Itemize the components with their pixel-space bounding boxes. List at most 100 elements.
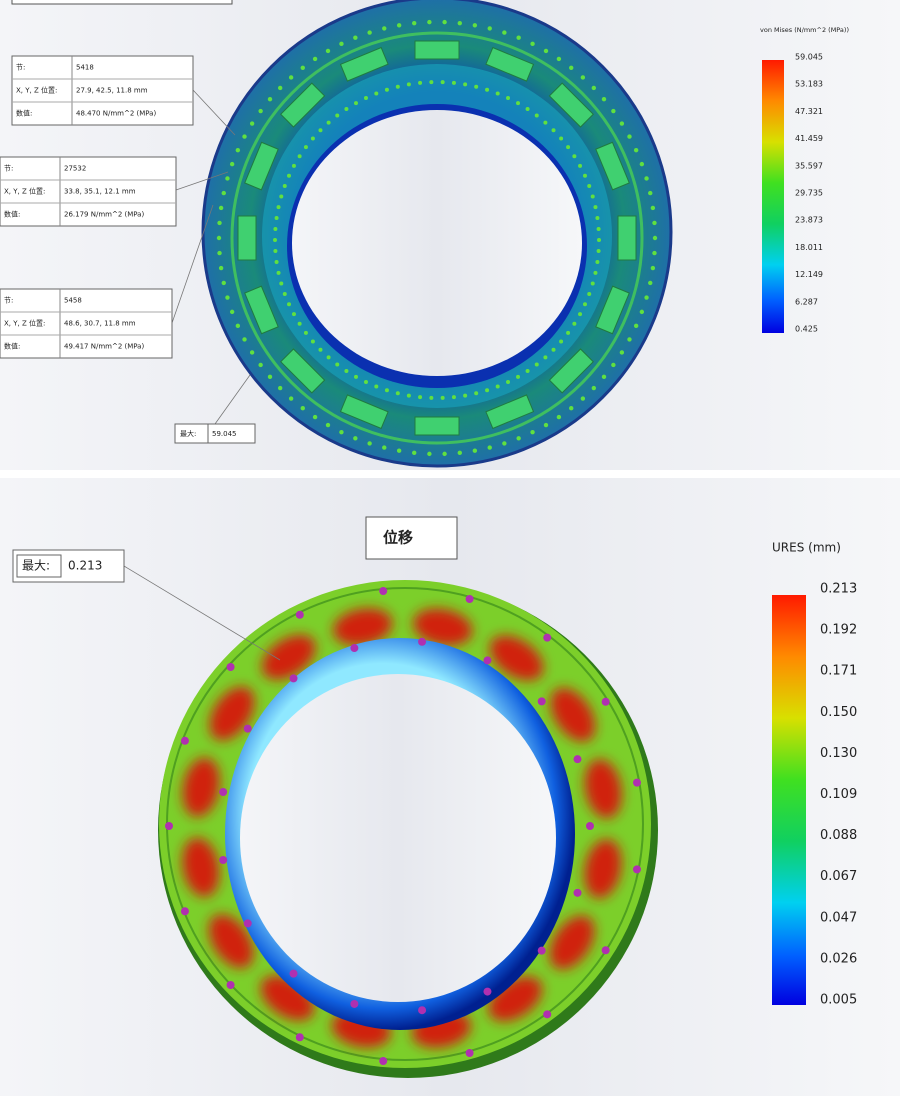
- node-dot: [229, 161, 235, 167]
- node-dot: [287, 302, 292, 307]
- rib: [244, 285, 279, 335]
- probe-box: [0, 288, 173, 359]
- node-dot: [287, 173, 292, 178]
- node-dot: [273, 249, 278, 254]
- legend-title: URES (mm): [772, 541, 841, 555]
- node-dot: [485, 87, 490, 92]
- node-dot: [300, 65, 305, 70]
- marker: [350, 644, 359, 653]
- node-dot: [267, 374, 273, 380]
- legend-tick-label: 59.045: [795, 53, 823, 62]
- marker: [418, 637, 427, 646]
- legend-tick-label: 29.735: [795, 189, 823, 198]
- node-dot: [288, 396, 294, 401]
- legend-tick-label: 0.047: [820, 910, 857, 925]
- marker: [295, 1033, 304, 1042]
- legend-tick-label: 23.873: [795, 216, 823, 225]
- node-dot: [572, 321, 577, 326]
- probe-value: 48.470 N/mm^2 (MPa): [76, 110, 156, 118]
- rib: [414, 416, 460, 436]
- legend-tick-label: 53.183: [795, 80, 823, 89]
- leader-line: [175, 171, 229, 191]
- node-dot: [326, 355, 331, 360]
- marker: [379, 587, 388, 596]
- probe-label: 节:: [16, 64, 25, 72]
- node-dot: [619, 350, 625, 355]
- node-dot: [442, 451, 447, 457]
- max-value: 59.045: [212, 430, 237, 438]
- node-dot: [249, 350, 255, 355]
- legend-tick-label: 0.150: [820, 705, 857, 720]
- probe-value: 27.9, 42.5, 11.8 mm: [76, 87, 148, 95]
- hot-spot: [333, 608, 393, 646]
- marker: [289, 969, 298, 978]
- legend-tick-label: 41.459: [795, 134, 823, 143]
- node-dot: [429, 395, 434, 400]
- node-dot: [291, 163, 296, 168]
- node-dot: [273, 238, 277, 242]
- node-dot: [566, 330, 571, 335]
- node-dot: [273, 226, 278, 231]
- hot-spot: [261, 634, 316, 680]
- legend-title: von Mises (N/mm^2 (MPa)): [760, 26, 849, 34]
- node-dot: [276, 205, 281, 210]
- node-dot: [354, 374, 358, 379]
- probe-value: 33.8, 35.1, 12.1 mm: [64, 188, 136, 196]
- node-dot: [363, 95, 368, 100]
- max-value: 0.213: [68, 559, 102, 573]
- legend-tick-label: 0.088: [820, 828, 857, 843]
- node-dot: [216, 235, 222, 241]
- node-dot: [300, 406, 305, 411]
- legend-ticks: 0.213 0.192 0.171 0.150 0.130 0.109 0.088 0.067…: [820, 582, 857, 1008]
- node-dot: [217, 250, 222, 256]
- stress-model: [201, 0, 673, 468]
- node-dot: [587, 292, 592, 297]
- rib: [485, 46, 535, 82]
- rib: [339, 394, 389, 430]
- node-dot: [335, 362, 340, 367]
- node-dot: [412, 450, 417, 456]
- hot-spot: [489, 635, 544, 681]
- legend-tick-label: 0.005: [820, 993, 857, 1008]
- hot-spot: [182, 837, 220, 897]
- node-dot: [353, 436, 358, 441]
- legend-tick-label: 0.171: [820, 664, 857, 679]
- probe-value: 26.179 N/mm^2 (MPa): [64, 211, 144, 219]
- node-dot: [221, 280, 226, 286]
- node-dot: [590, 194, 595, 199]
- marker: [573, 888, 582, 897]
- node-dot: [587, 183, 592, 188]
- node-dot: [551, 128, 556, 133]
- node-dot: [569, 65, 574, 70]
- node-dot: [601, 374, 607, 380]
- node-dot: [639, 309, 645, 315]
- max-label: 最大:: [180, 429, 196, 438]
- node-dot: [582, 302, 587, 307]
- node-dot: [591, 385, 597, 391]
- node-dot: [339, 429, 344, 435]
- probe-value: 27532: [64, 165, 86, 173]
- marker: [180, 907, 189, 916]
- node-dot: [279, 281, 284, 286]
- node-dot: [525, 107, 530, 112]
- node-dot: [601, 96, 607, 102]
- node-dot: [279, 194, 284, 199]
- node-dot: [326, 120, 331, 125]
- marker: [243, 724, 252, 733]
- node-dot: [543, 48, 549, 54]
- node-dot: [627, 134, 632, 139]
- probe-label: 节:: [4, 165, 13, 173]
- node-dot: [310, 339, 315, 344]
- marker: [537, 697, 546, 706]
- hot-spot: [208, 914, 254, 969]
- probe-value: 49.417 N/mm^2 (MPa): [64, 343, 144, 351]
- node-dot: [639, 161, 645, 167]
- ring-hole: [292, 110, 582, 376]
- legend-tick-label: 18.011: [795, 243, 823, 252]
- node-dot: [472, 23, 478, 28]
- marker: [350, 999, 359, 1008]
- displacement-model: [158, 580, 658, 1078]
- node-dot: [495, 384, 500, 389]
- node-dot: [303, 145, 308, 150]
- node-dot: [429, 80, 434, 85]
